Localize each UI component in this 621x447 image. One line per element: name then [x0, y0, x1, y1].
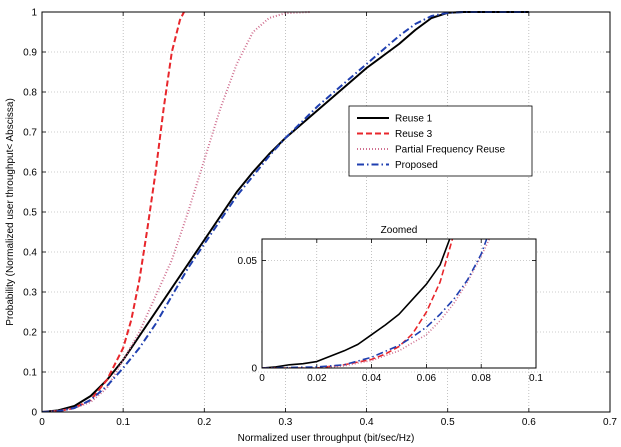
legend-label-reuse-1: Reuse 1	[395, 114, 433, 125]
main-y-tick-label: 0.7	[23, 128, 37, 139]
inset-x-tick-label: 0.1	[529, 373, 543, 384]
main-x-tick-label: 0.4	[360, 417, 374, 428]
legend-label-proposed: Proposed	[395, 160, 438, 171]
main-y-tick-label: 0.6	[23, 168, 37, 179]
inset-series-group	[262, 238, 491, 368]
main-y-tick-label: 0.9	[23, 48, 37, 59]
main-series-line-reuse-3	[42, 11, 185, 412]
main-y-tick-label: 0.4	[23, 248, 37, 259]
legend-label-partial-frequency-reuse: Partial Frequency Reuse	[395, 145, 505, 156]
inset-frame	[261, 238, 537, 369]
main-x-tick-label: 0.3	[278, 417, 292, 428]
main-x-tick-label: 0.1	[116, 417, 130, 428]
main-series-line-reuse-1	[42, 11, 529, 412]
inset-x-tick-label: 0	[259, 373, 265, 384]
inset-y-tick-label: 0.05	[238, 256, 258, 267]
main-frame	[41, 11, 611, 413]
inset-x-tick-label: 0.06	[417, 373, 437, 384]
main-x-tick-label: 0.6	[522, 417, 536, 428]
inset-series-line-proposed	[262, 238, 488, 368]
zoomed-inset: Zoomed 0 0.02 0.04 0.06 0.08 0.1 0 0.05	[238, 225, 544, 384]
main-x-tick-label: 0.2	[197, 417, 211, 428]
main-y-tick-label: 0.2	[23, 328, 37, 339]
y-axis-label: Probability (Normalized user throughput<…	[5, 98, 16, 326]
main-series-line-proposed	[42, 11, 529, 412]
main-y-tick-label: 1	[31, 8, 37, 19]
x-axis-label: Normalized user throughput (bit/sec/Hz)	[238, 433, 415, 444]
main-x-tick-label: 0	[39, 417, 45, 428]
main-plot: 0 0.1 0.2 0.3 0.4 0.5 0.6 0.7 0 0.1 0.2 0.3 0.4 0.5 0.…	[5, 8, 617, 445]
main-y-tick-label: 0.1	[23, 368, 37, 379]
inset-series-line-partial-frequency-reuse	[262, 238, 491, 368]
main-series-group	[42, 11, 529, 412]
legend: Reuse 1 Reuse 3 Partial Frequency Reuse Pro…	[348, 105, 533, 177]
main-x-tick-label: 0.7	[603, 417, 617, 428]
inset-series-line-reuse-1	[262, 238, 451, 368]
inset-title: Zoomed	[381, 225, 418, 236]
main-y-tick-label: 0.8	[23, 88, 37, 99]
main-y-tick-label: 0.5	[23, 208, 37, 219]
inset-y-tick-label: 0	[251, 364, 257, 375]
inset-x-tick-label: 0.02	[307, 373, 327, 384]
inset-x-tick-label: 0.04	[362, 373, 382, 384]
inset-background	[262, 239, 536, 368]
main-y-tick-label: 0	[31, 408, 37, 419]
legend-label-reuse-3: Reuse 3	[395, 129, 433, 140]
inset-x-tick-label: 0.08	[471, 373, 491, 384]
main-x-tick-label: 0.5	[441, 417, 455, 428]
main-y-tick-label: 0.3	[23, 288, 37, 299]
